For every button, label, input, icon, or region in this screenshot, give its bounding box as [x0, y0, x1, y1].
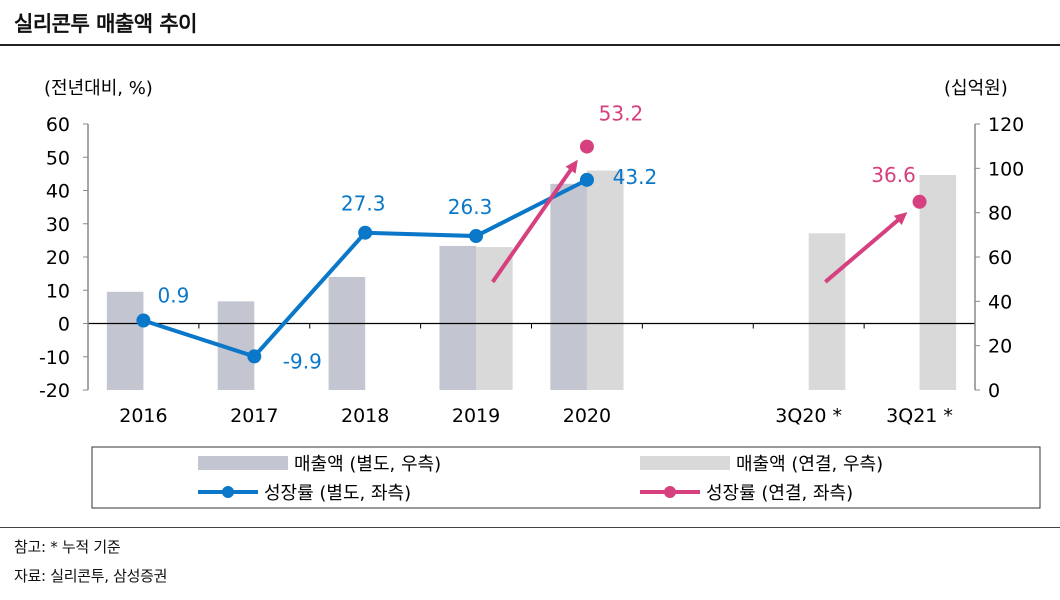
x-tick-label: 2018 [341, 405, 389, 427]
right-tick-label: 60 [988, 247, 1012, 269]
left-tick-label: 30 [46, 214, 70, 236]
data-label-standalone: 27.3 [341, 192, 386, 216]
bar-consolidated [920, 175, 957, 390]
data-label-consolidated: 36.6 [871, 163, 916, 187]
right-tick-label: 80 [988, 203, 1012, 225]
x-tick-label: 2016 [119, 405, 167, 427]
chart: -20 -10 0 10 20 30 40 50 60 0 20 40 60 80 100 120 (전년대비,… [0, 0, 1060, 520]
point-standalone-growth [580, 173, 594, 187]
point-standalone-growth [469, 229, 483, 243]
bar-consolidated [587, 171, 624, 390]
legend-swatch-bar [640, 456, 730, 470]
right-tick-label: 100 [988, 158, 1024, 180]
legend-label: 성장률 (별도, 좌측) [264, 483, 411, 504]
left-axis-label: (전년대비, %) [44, 78, 153, 99]
x-tick-label: 2020 [563, 405, 611, 427]
x-tick-label: 3Q20 * [775, 405, 842, 427]
data-label-standalone: 43.2 [613, 165, 658, 189]
legend-swatch-bar [198, 456, 288, 470]
left-tick-label: -10 [39, 347, 70, 369]
bar-standalone [550, 184, 587, 390]
x-tick-label: 2017 [230, 405, 278, 427]
point-standalone-growth [247, 349, 261, 363]
point-standalone-growth [136, 314, 150, 328]
left-tick-label: 0 [58, 314, 70, 336]
x-tick-label: 3Q21 * [886, 405, 953, 427]
data-label-standalone: -9.9 [283, 349, 322, 373]
left-tick-label: 40 [46, 181, 70, 203]
data-label-consolidated: 53.2 [599, 102, 644, 126]
note-text: 참고: * 누적 기준 [14, 536, 120, 557]
left-tick-label: 60 [46, 114, 70, 136]
data-label-standalone: 0.9 [158, 284, 190, 308]
right-tick-label: 0 [988, 380, 1000, 402]
left-tick-label: 10 [46, 280, 70, 302]
bar-standalone [107, 292, 144, 390]
footer-divider [0, 527, 1060, 528]
left-tick-label: 20 [46, 247, 70, 269]
legend-swatch-marker [222, 486, 234, 498]
left-tick-label: 50 [46, 147, 70, 169]
legend-swatch-marker [664, 486, 676, 498]
bar-consolidated [809, 233, 846, 390]
point-consolidated-growth [913, 195, 927, 209]
legend-label: 매출액 (별도, 우측) [294, 454, 441, 475]
point-consolidated-growth [580, 140, 594, 154]
source-text: 자료: 실리콘투, 삼성증권 [14, 565, 167, 586]
right-axis-label: (십억원) [944, 78, 1008, 99]
right-tick-label: 20 [988, 336, 1012, 358]
legend-label: 매출액 (연결, 우측) [736, 454, 883, 475]
bar-standalone [329, 277, 366, 390]
bar-consolidated [476, 247, 513, 390]
right-tick-label: 40 [988, 291, 1012, 313]
point-standalone-growth [358, 226, 372, 240]
data-label-standalone: 26.3 [448, 195, 493, 219]
bar-standalone [439, 246, 476, 390]
legend-label: 성장률 (연결, 좌측) [706, 483, 853, 504]
left-tick-label: -20 [39, 380, 70, 402]
x-tick-label: 2019 [452, 405, 500, 427]
right-tick-label: 120 [988, 114, 1024, 136]
